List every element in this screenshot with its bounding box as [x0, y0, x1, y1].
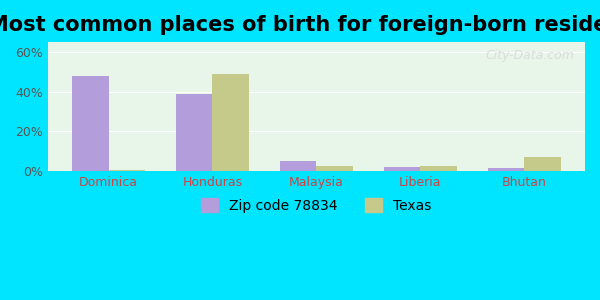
Title: Most common places of birth for foreign-born residents: Most common places of birth for foreign-…	[0, 15, 600, 35]
Bar	[524, 157, 560, 171]
Bar	[212, 74, 249, 171]
Bar	[384, 167, 420, 171]
Bar	[176, 94, 212, 171]
Bar	[280, 161, 316, 171]
Bar	[72, 76, 109, 171]
Bar	[316, 166, 353, 171]
Text: City-Data.com: City-Data.com	[485, 49, 574, 62]
Bar	[420, 166, 457, 171]
Bar	[109, 170, 145, 171]
Bar	[488, 168, 524, 171]
Legend: Zip code 78834, Texas: Zip code 78834, Texas	[196, 192, 437, 218]
